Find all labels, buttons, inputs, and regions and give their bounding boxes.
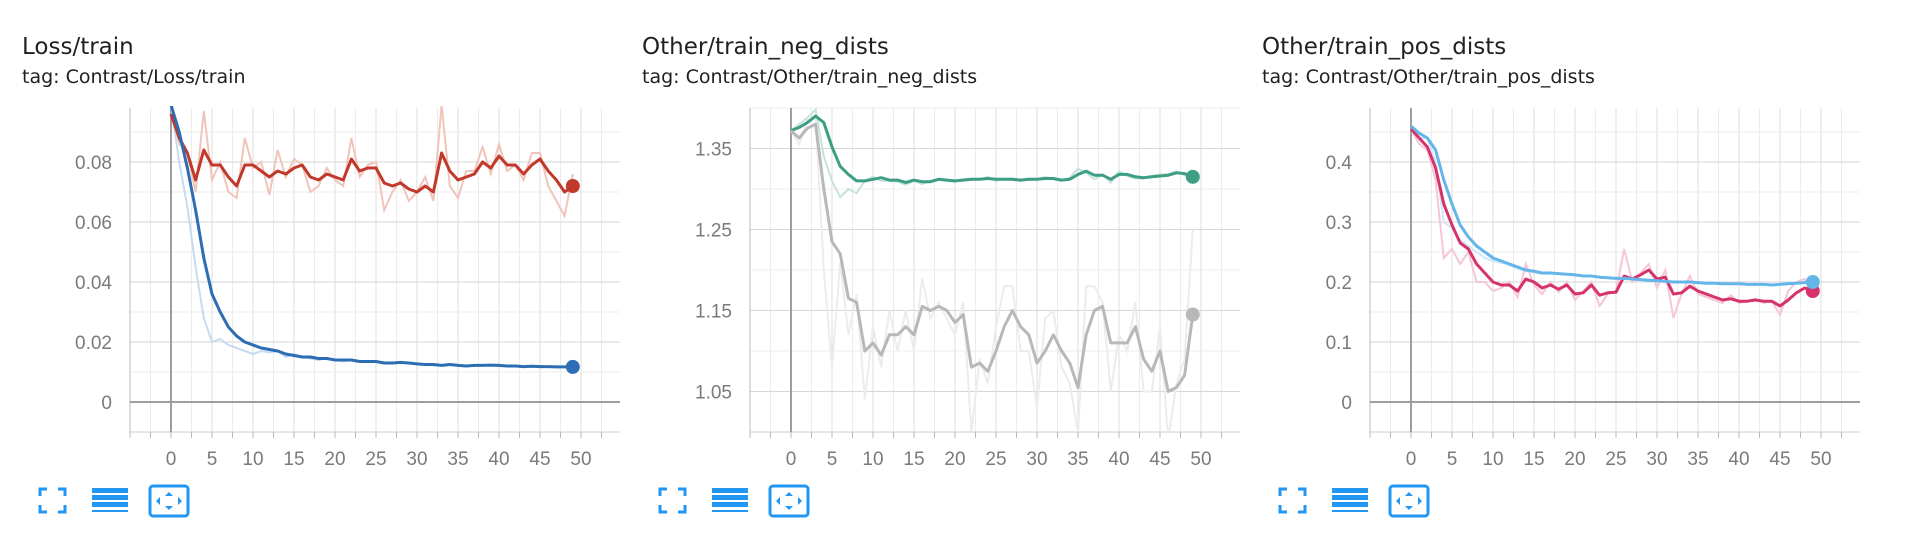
x-tick-label: 35	[1067, 449, 1088, 470]
series-lines	[790, 107, 1195, 432]
x-tick-label: 5	[1447, 449, 1458, 470]
y-tick-label: 1.15	[695, 302, 732, 323]
raw-series-line	[170, 106, 574, 219]
toggle-y-log-button[interactable]	[92, 484, 132, 518]
chart-plot-train-pos-dists[interactable]: 0 5 10 15 20 25 30 35 40 45 50 0 0.1 0.2 0.3 0.4	[1240, 0, 1860, 480]
x-tick-label: 40	[1108, 449, 1129, 470]
toggle-y-log-button[interactable]	[712, 484, 752, 518]
smoothed-series-line	[1409, 127, 1814, 308]
x-tick-label: 35	[1687, 449, 1708, 470]
raw-series-line	[170, 106, 573, 369]
fullscreen-button[interactable]	[36, 484, 76, 518]
x-tick-label: 10	[1482, 449, 1503, 470]
x-tick-label: 20	[324, 449, 345, 470]
x-tick-label: 10	[242, 449, 263, 470]
smoothed-series-line	[1410, 124, 1813, 287]
fit-domain-icon	[1388, 484, 1430, 518]
chart-plot-loss-train[interactable]: 0 5 10 15 20 25 30 35 40 45 50 0 0.02 0.04 0.06 0.08	[0, 0, 620, 480]
x-tick-label: 5	[207, 449, 218, 470]
y-tick-label: 1.05	[695, 383, 732, 404]
x-tick-label: 15	[1523, 449, 1544, 470]
x-tick-label: 50	[570, 449, 591, 470]
list-icon	[1332, 488, 1368, 512]
chart-title: Loss/train	[22, 34, 134, 60]
y-tick-label: 0.1	[1326, 333, 1352, 354]
y-tick-label: 0.2	[1326, 273, 1352, 294]
fit-domain-button[interactable]	[1388, 484, 1430, 518]
y-tick-label: 0	[101, 393, 112, 414]
toggle-y-log-button[interactable]	[1332, 484, 1372, 518]
y-tick-label: 1.25	[695, 221, 732, 242]
gridlines	[749, 107, 1240, 433]
x-tick-label: 20	[1564, 449, 1585, 470]
x-tick-label: 20	[944, 449, 965, 470]
chart-card-train-neg-dists: Other/train_neg_dists tag: Contrast/Othe…	[620, 0, 1240, 552]
y-tick-label: 0.08	[75, 153, 112, 174]
x-tick-label: 25	[1605, 449, 1626, 470]
series-end-point	[565, 359, 580, 374]
fullscreen-button[interactable]	[1276, 484, 1316, 518]
x-tick-label: 5	[827, 449, 838, 470]
x-tick-label: 30	[1646, 449, 1667, 470]
x-tick-label: 40	[1728, 449, 1749, 470]
raw-series-line	[790, 107, 1194, 199]
list-icon	[712, 488, 748, 512]
fit-domain-button[interactable]	[148, 484, 190, 518]
fit-domain-icon	[148, 484, 190, 518]
chart-plot-train-neg-dists[interactable]: 0 5 10 15 20 25 30 35 40 45 50 1.05 1.15 1.25 1.35	[620, 0, 1240, 480]
x-tick-label: 30	[406, 449, 427, 470]
smoothed-series-line	[169, 113, 574, 194]
chart-subtitle: tag: Contrast/Other/train_neg_dists	[642, 66, 978, 88]
x-tick-label: 0	[786, 449, 797, 470]
chart-title: Other/train_neg_dists	[642, 34, 889, 60]
x-tick-label: 50	[1190, 449, 1211, 470]
y-tick-label: 0.4	[1326, 153, 1353, 174]
x-tick-label: 50	[1810, 449, 1831, 470]
y-tick-label: 0.06	[75, 213, 112, 234]
y-tick-label: 0	[1341, 393, 1352, 414]
smoothed-series-line	[790, 122, 1195, 393]
list-icon	[92, 488, 128, 512]
series-lines	[169, 106, 574, 369]
chart-card-train-pos-dists: Other/train_pos_dists tag: Contrast/Othe…	[1240, 0, 1860, 552]
series-lines	[1409, 124, 1814, 319]
x-tick-label: 15	[903, 449, 924, 470]
x-tick-label: 35	[447, 449, 468, 470]
fit-domain-button[interactable]	[768, 484, 810, 518]
x-tick-label: 45	[1769, 449, 1790, 470]
x-tick-label: 25	[985, 449, 1006, 470]
x-tick-label: 0	[166, 449, 177, 470]
x-tick-label: 15	[283, 449, 304, 470]
series-end-point	[1805, 275, 1820, 289]
series-end-point	[1185, 169, 1200, 184]
y-tick-label: 0.04	[75, 273, 112, 294]
x-tick-label: 0	[1406, 449, 1417, 470]
x-tick-label: 30	[1026, 449, 1047, 470]
smoothed-series-line	[790, 114, 1194, 184]
fullscreen-icon	[1278, 487, 1307, 514]
y-tick-label: 0.3	[1326, 213, 1352, 234]
raw-series-line	[1410, 128, 1814, 319]
x-tick-label: 45	[1149, 449, 1170, 470]
gridlines	[1369, 108, 1860, 433]
y-tick-label: 0.02	[75, 333, 112, 354]
fullscreen-icon	[38, 487, 67, 514]
chart-subtitle: tag: Contrast/Other/train_pos_dists	[1262, 66, 1595, 88]
chart-title: Other/train_pos_dists	[1262, 34, 1507, 60]
y-tick-label: 1.35	[695, 140, 732, 161]
x-tick-label: 25	[365, 449, 386, 470]
chart-card-loss-train: Loss/train tag: Contrast/Loss/train 0 5 10…	[0, 0, 620, 552]
series-end-point	[1185, 307, 1200, 322]
fit-domain-icon	[768, 484, 810, 518]
smoothed-series-line	[169, 106, 573, 369]
x-tick-label: 10	[862, 449, 883, 470]
x-tick-label: 45	[529, 449, 550, 470]
chart-subtitle: tag: Contrast/Loss/train	[22, 66, 246, 88]
series-end-point	[565, 179, 580, 193]
x-tick-label: 40	[488, 449, 509, 470]
fullscreen-icon	[658, 487, 687, 514]
fullscreen-button[interactable]	[656, 484, 696, 518]
